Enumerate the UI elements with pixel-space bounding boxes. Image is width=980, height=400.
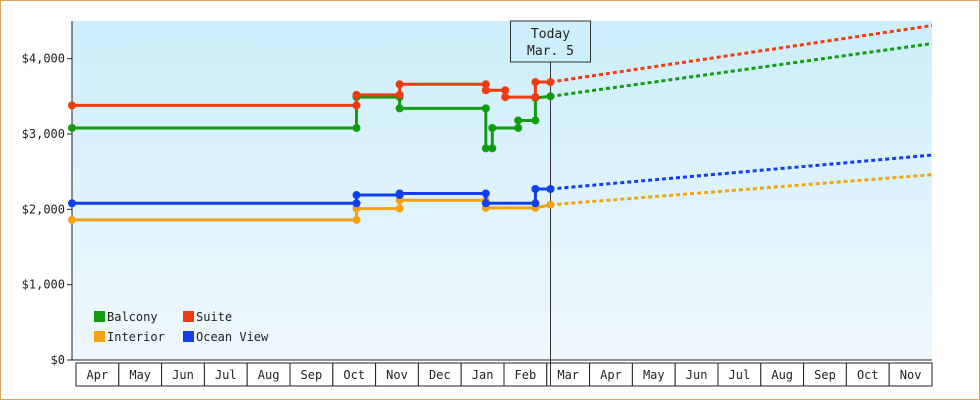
data-point xyxy=(514,116,523,125)
x-tick-label: Feb xyxy=(515,368,537,382)
legend-label: Interior xyxy=(107,330,165,344)
x-tick-label: Aug xyxy=(258,368,280,382)
x-tick-label: May xyxy=(129,368,151,382)
x-tick-label: Mar xyxy=(557,368,579,382)
data-point xyxy=(481,189,490,198)
x-tick-label: Oct xyxy=(857,368,879,382)
data-point xyxy=(514,123,523,132)
legend-swatch xyxy=(183,311,194,322)
data-point xyxy=(352,101,361,110)
data-point xyxy=(481,104,490,113)
y-tick-label: $2,000 xyxy=(22,202,65,216)
forecast-line xyxy=(550,153,933,191)
legend-label: Balcony xyxy=(107,310,158,324)
today-label-box xyxy=(509,20,591,63)
data-point xyxy=(488,123,497,132)
data-point xyxy=(481,144,490,153)
forecast-line xyxy=(550,42,933,98)
x-tick-label: Jan xyxy=(472,368,494,382)
legend-swatch xyxy=(183,331,194,342)
data-point xyxy=(531,78,540,87)
y-tick-label: $4,000 xyxy=(22,52,65,66)
data-point xyxy=(546,92,555,101)
data-point xyxy=(395,80,404,89)
data-point xyxy=(481,86,490,95)
legend-swatch xyxy=(94,331,105,342)
data-point xyxy=(546,184,555,193)
x-tick-label: Oct xyxy=(343,368,365,382)
series-line xyxy=(72,187,551,205)
y-tick-label: $3,000 xyxy=(22,127,65,141)
forecast-line xyxy=(550,24,933,84)
data-point xyxy=(501,86,510,95)
data-point xyxy=(68,101,76,110)
data-point xyxy=(546,78,555,87)
x-tick-label: Jul xyxy=(215,368,237,382)
data-point xyxy=(395,204,404,213)
data-point xyxy=(531,199,540,208)
today-date-label: Mar. 5 xyxy=(527,44,574,59)
x-tick-label: Dec xyxy=(429,368,451,382)
forecast-line xyxy=(550,173,933,207)
data-point xyxy=(481,199,490,208)
x-tick-label: Nov xyxy=(900,368,922,382)
data-point xyxy=(488,144,497,153)
data-point xyxy=(531,93,540,102)
data-point xyxy=(352,199,361,208)
data-point xyxy=(481,80,490,89)
x-tick-label: Apr xyxy=(87,368,109,382)
data-point xyxy=(395,104,404,113)
data-point xyxy=(395,189,404,198)
data-point xyxy=(68,199,76,208)
data-point xyxy=(546,200,555,209)
data-point xyxy=(352,215,361,224)
data-point xyxy=(395,90,404,99)
x-tick-label: Apr xyxy=(600,368,622,382)
today-label: Today xyxy=(531,27,570,42)
data-point xyxy=(352,191,361,200)
data-point xyxy=(352,90,361,99)
x-tick-label: Sep xyxy=(814,368,836,382)
legend-label: Ocean View xyxy=(196,330,269,344)
data-point xyxy=(68,123,76,132)
month-cell xyxy=(888,362,933,387)
x-tick-label: Nov xyxy=(386,368,408,382)
x-tick-label: Jun xyxy=(686,368,708,382)
data-point xyxy=(68,215,76,224)
x-tick-label: Jun xyxy=(172,368,194,382)
y-tick-label: $1,000 xyxy=(22,278,65,292)
legend-swatch xyxy=(94,311,105,322)
plot-background xyxy=(72,21,932,360)
legend-label: Suite xyxy=(196,310,232,324)
data-point xyxy=(352,123,361,132)
y-tick-label: $0 xyxy=(51,353,65,367)
x-tick-label: May xyxy=(643,368,665,382)
x-tick-label: Jul xyxy=(729,368,751,382)
data-point xyxy=(531,116,540,125)
x-tick-label: Sep xyxy=(301,368,323,382)
data-point xyxy=(531,184,540,193)
data-point xyxy=(501,93,510,102)
x-tick-label: Aug xyxy=(771,368,793,382)
